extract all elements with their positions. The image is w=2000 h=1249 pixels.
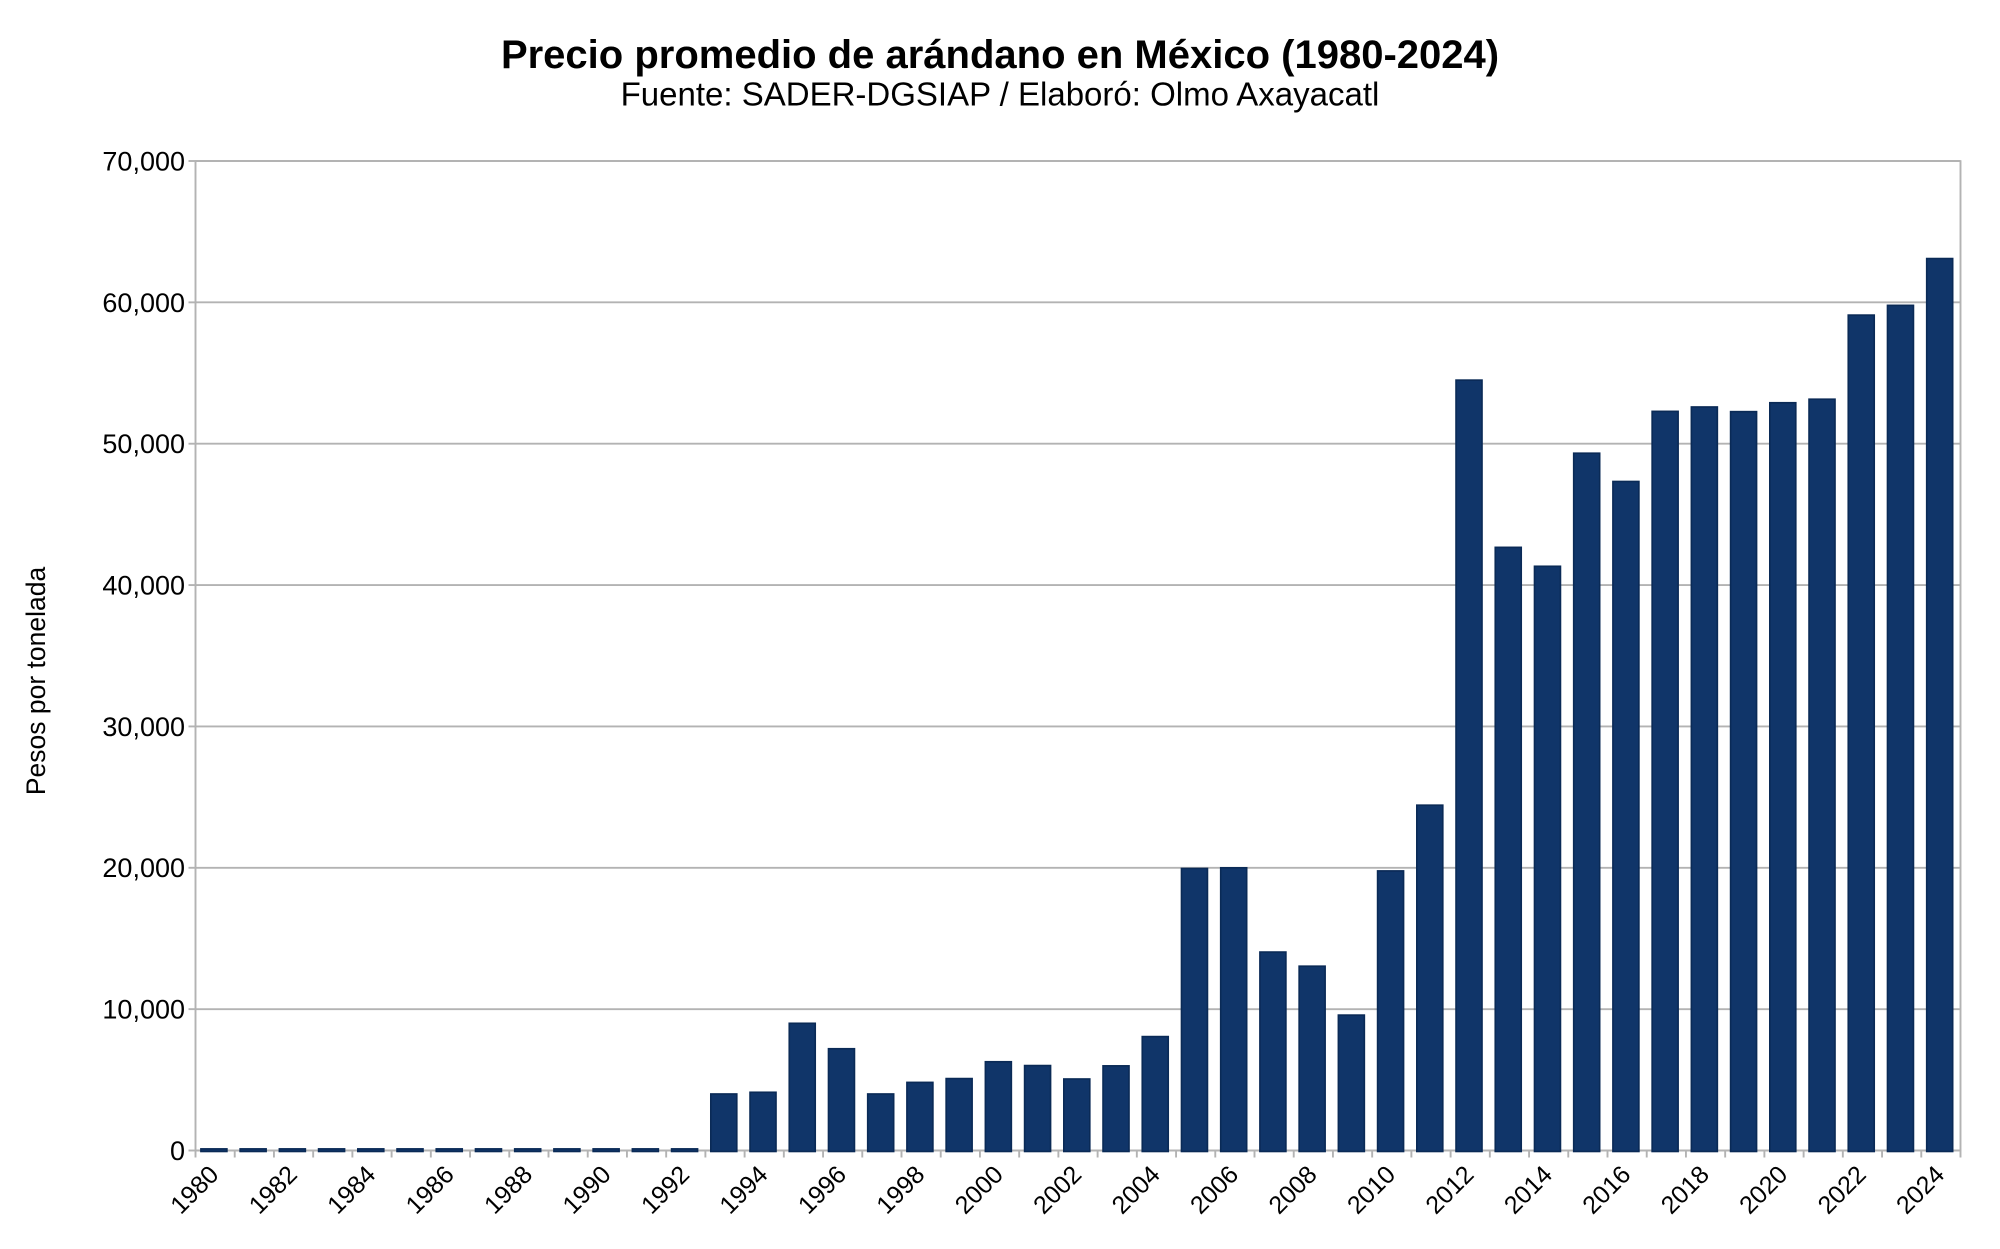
svg-text:50,000: 50,000 [102, 429, 185, 459]
svg-text:10,000: 10,000 [102, 995, 185, 1025]
svg-text:30,000: 30,000 [102, 712, 185, 742]
svg-text:20,000: 20,000 [102, 853, 185, 883]
svg-text:60,000: 60,000 [102, 288, 185, 318]
svg-text:Precio promedio de arándano en: Precio promedio de arándano en México (1… [501, 33, 1499, 77]
svg-text:Pesos por tonelada: Pesos por tonelada [21, 567, 51, 796]
svg-text:Fuente: SADER-DGSIAP / Elaboró: Fuente: SADER-DGSIAP / Elaboró: Olmo Axa… [621, 76, 1380, 113]
svg-text:70,000: 70,000 [102, 146, 185, 176]
svg-text:0: 0 [170, 1136, 185, 1166]
svg-text:40,000: 40,000 [102, 570, 185, 600]
